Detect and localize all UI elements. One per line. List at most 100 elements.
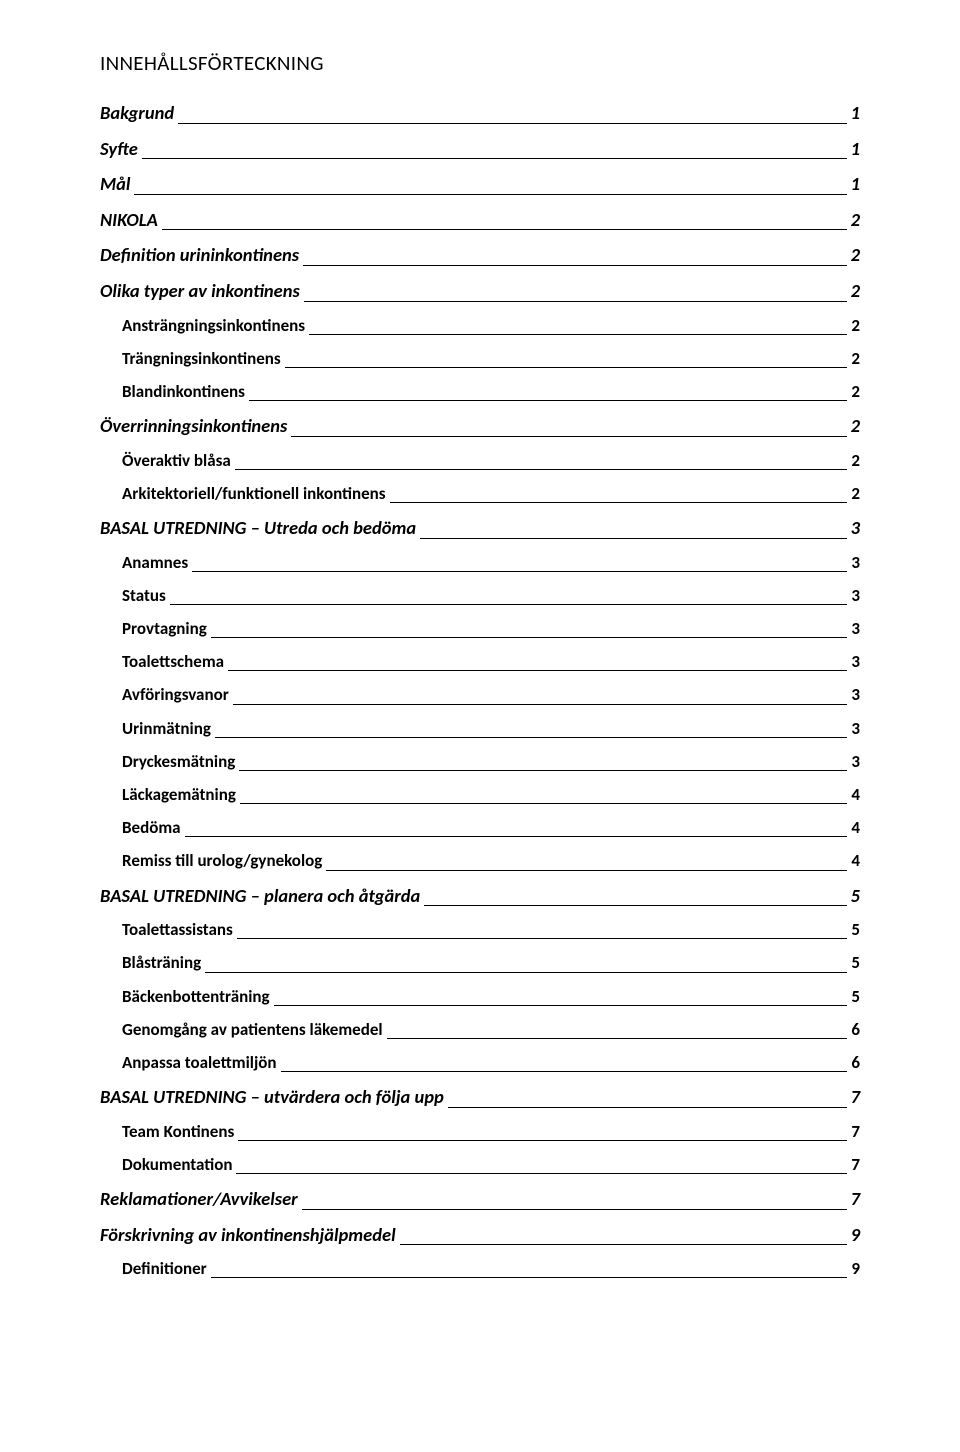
toc-label: Förskrivning av inkontinenshjälpmedel [100, 1220, 396, 1250]
toc-leader [424, 905, 846, 906]
toc-label: NIKOLA [100, 205, 158, 235]
toc-page-number: 7 [851, 1118, 860, 1145]
toc-page-number: 1 [851, 169, 860, 199]
toc-entry: Dokumentation7 [100, 1151, 860, 1178]
toc-label: BASAL UTREDNING – Utreda och bedöma [100, 513, 416, 543]
toc-entry: Läckagemätning 4 [100, 781, 860, 808]
toc-entry: BASAL UTREDNING – utvärdera och följa up… [100, 1082, 860, 1112]
toc-leader [309, 334, 847, 335]
toc-entry: NIKOLA2 [100, 205, 860, 235]
toc-entry: Genomgång av patientens läkemedel 6 [100, 1016, 860, 1043]
toc-label: Överrinningsinkontinens [100, 411, 287, 441]
toc-entry: Status3 [100, 582, 860, 609]
toc-entry: BASAL UTREDNING – planera och åtgärda 5 [100, 881, 860, 911]
toc-page-number: 9 [851, 1220, 860, 1250]
toc-page-number: 5 [851, 949, 860, 976]
toc-page-number: 2 [851, 276, 860, 306]
toc-entry: Syfte 1 [100, 134, 860, 164]
toc-label: Provtagning [122, 615, 207, 642]
toc-entry: Överaktiv blåsa2 [100, 447, 860, 474]
toc-leader [228, 670, 847, 671]
toc-leader [162, 229, 847, 230]
toc-leader [420, 538, 846, 539]
toc-entry: Trängningsinkontinens 2 [100, 345, 860, 372]
toc-entry: Bäckenbottenträning 5 [100, 983, 860, 1010]
toc-label: Bäckenbottenträning [122, 983, 270, 1010]
toc-label: Remiss till urolog/gynekolog [122, 847, 322, 874]
toc-label: Status [122, 582, 166, 609]
toc-label: Överaktiv blåsa [122, 447, 231, 474]
toc-entry: Olika typer av inkontinens 2 [100, 276, 860, 306]
toc-label: Trängningsinkontinens [122, 345, 281, 372]
toc-page-number: 5 [851, 983, 860, 1010]
toc-leader [211, 1277, 848, 1278]
toc-label: Avföringsvanor [122, 681, 229, 708]
toc-page-number: 2 [851, 411, 860, 441]
toc-entry: Remiss till urolog/gynekolog 4 [100, 847, 860, 874]
toc-entry: Reklamationer/Avvikelser 7 [100, 1184, 860, 1214]
toc-page-number: 5 [851, 881, 860, 911]
toc-page-number: 3 [851, 648, 860, 675]
toc-label: Arkitektoriell/funktionell inkontinens [122, 480, 386, 507]
toc-entry: Blandinkontinens2 [100, 378, 860, 405]
toc-page-number: 4 [851, 814, 860, 841]
toc-leader [170, 604, 848, 605]
page-title: INNEHÅLLSFÖRTECKNING [100, 50, 860, 76]
toc-leader [326, 870, 847, 871]
toc-label: Anpassa toalettmiljön [122, 1049, 277, 1076]
toc-leader [233, 704, 848, 705]
toc-leader [192, 571, 847, 572]
toc-leader [178, 123, 847, 124]
toc-entry: BASAL UTREDNING – Utreda och bedöma 3 [100, 513, 860, 543]
toc-leader [235, 469, 848, 470]
toc-page-number: 7 [851, 1082, 860, 1112]
toc-page-number: 6 [851, 1049, 860, 1076]
toc-leader [205, 972, 847, 973]
toc-label: Definitioner [122, 1255, 207, 1282]
toc-label: Ansträngningsinkontinens [122, 312, 305, 339]
toc-leader [134, 194, 846, 195]
toc-entry: Ansträngningsinkontinens2 [100, 312, 860, 339]
toc-page-number: 9 [851, 1255, 860, 1282]
toc-page-number: 6 [851, 1016, 860, 1043]
toc-entry: Toalettschema3 [100, 648, 860, 675]
toc-leader [285, 367, 848, 368]
toc-page-number: 1 [851, 134, 860, 164]
toc-page-number: 2 [851, 240, 860, 270]
toc-page-number: 1 [851, 98, 860, 128]
toc-leader [142, 158, 847, 159]
toc-label: Läckagemätning [122, 781, 236, 808]
toc-entry: Provtagning 3 [100, 615, 860, 642]
toc-page-number: 3 [851, 615, 860, 642]
toc-leader [448, 1107, 847, 1108]
toc-leader [211, 637, 848, 638]
toc-leader [236, 1173, 847, 1174]
toc-page-number: 2 [851, 378, 860, 405]
toc-label: Genomgång av patientens läkemedel [122, 1016, 383, 1043]
toc-entry: Definitioner 9 [100, 1255, 860, 1282]
toc-page-number: 2 [851, 345, 860, 372]
toc-label: Anamnes [122, 549, 188, 576]
toc-label: Bakgrund [100, 98, 174, 128]
toc-leader [215, 737, 847, 738]
toc-label: Definition urininkontinens [100, 240, 299, 270]
toc-label: BASAL UTREDNING – planera och åtgärda [100, 881, 420, 911]
toc-label: Dryckesmätning [122, 748, 235, 775]
page: INNEHÅLLSFÖRTECKNING Bakgrund1Syfte1Mål1… [0, 0, 960, 1452]
toc-page-number: 3 [851, 513, 860, 543]
toc-entry: Dryckesmätning3 [100, 748, 860, 775]
toc-label: Syfte [100, 134, 138, 164]
toc-page-number: 2 [851, 480, 860, 507]
toc-leader [238, 1140, 847, 1141]
toc-page-number: 4 [851, 847, 860, 874]
toc-entry: Bedöma 4 [100, 814, 860, 841]
toc-label: Reklamationer/Avvikelser [100, 1184, 298, 1214]
toc-label: Dokumentation [122, 1151, 232, 1178]
toc-page-number: 7 [851, 1184, 860, 1214]
toc-leader [387, 1038, 848, 1039]
toc-label: Bedöma [122, 814, 181, 841]
toc-page-number: 4 [851, 781, 860, 808]
toc-label: Olika typer av inkontinens [100, 276, 300, 306]
toc-leader [281, 1071, 848, 1072]
toc-page-number: 5 [851, 916, 860, 943]
